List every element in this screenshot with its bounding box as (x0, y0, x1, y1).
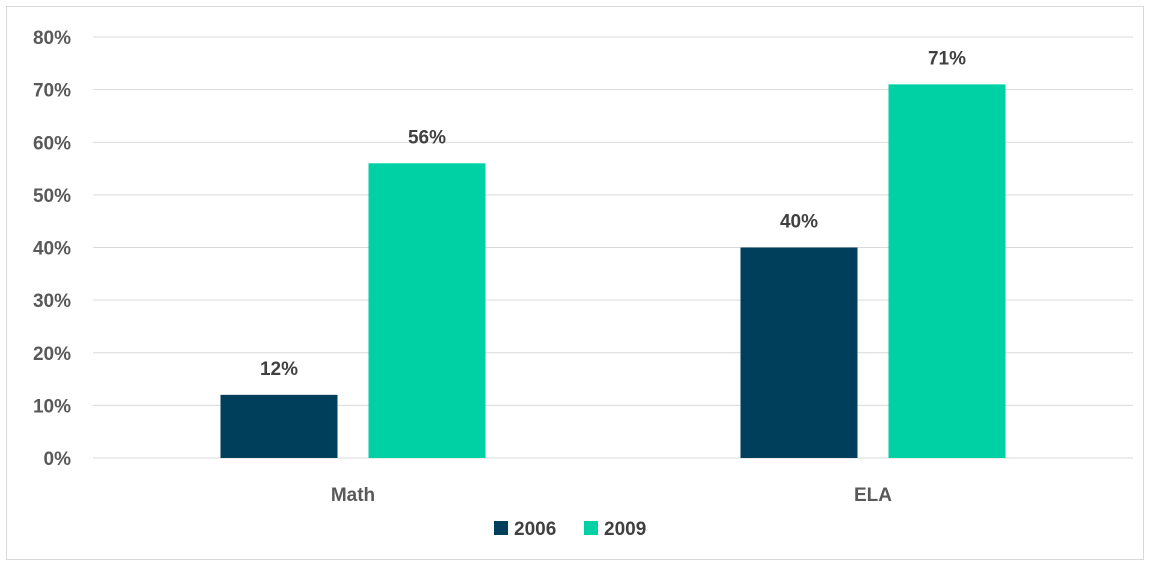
legend-swatch-2009 (584, 521, 598, 535)
data-label: 12% (260, 359, 298, 380)
y-tick-label: 10% (33, 396, 71, 417)
y-tick-label: 0% (44, 449, 72, 470)
legend-label: 2006 (514, 519, 556, 540)
legend-label: 2009 (604, 519, 646, 540)
y-tick-label: 70% (33, 81, 71, 102)
bar-2009-ela (888, 84, 1006, 459)
data-label: 56% (408, 127, 446, 148)
y-tick-label: 40% (33, 239, 71, 260)
bar-2006-ela (740, 247, 858, 458)
y-tick-label: 50% (33, 186, 71, 207)
x-category-label: Math (331, 485, 375, 506)
data-label: 40% (780, 212, 818, 233)
y-tick-label: 30% (33, 291, 71, 312)
data-label: 71% (928, 48, 966, 69)
bar-2006-math (220, 394, 338, 458)
y-tick-label: 60% (33, 133, 71, 154)
y-tick-label: 20% (33, 344, 71, 365)
bar-2009-math (368, 163, 486, 459)
y-tick-label: 80% (33, 28, 71, 49)
x-category-label: ELA (854, 485, 892, 506)
legend-swatch-2006 (494, 521, 508, 535)
